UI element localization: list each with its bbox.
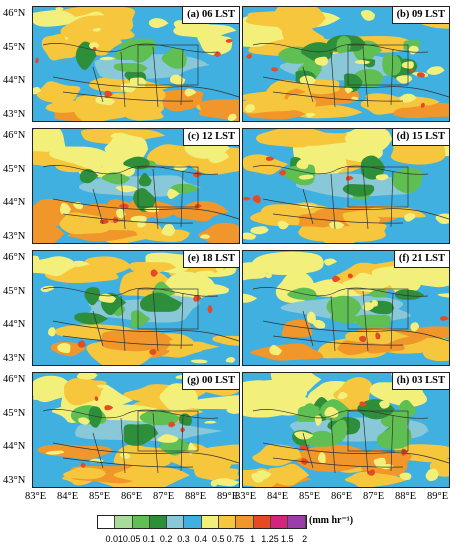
precipitation-field xyxy=(243,7,449,121)
colorbar-swatch xyxy=(270,516,289,528)
colorbar-swatch xyxy=(236,516,254,528)
lat-tick-label: 45°N xyxy=(3,407,26,419)
colorbar-swatch xyxy=(219,516,237,528)
colorbar-label: 0.2 xyxy=(159,534,173,544)
lon-tick-label: 89°E xyxy=(217,491,239,502)
panel-label: (d) 15 LST xyxy=(391,129,449,146)
lon-tick-label: 85°E xyxy=(89,491,111,502)
lat-tick-label: 44°N xyxy=(3,197,26,208)
lon-tick-label: 87°E xyxy=(153,491,175,502)
lon-tick-label: 87°E xyxy=(363,491,385,502)
lat-tick-label: 43°N xyxy=(3,352,26,364)
lat-tick-label: 45°N xyxy=(3,285,26,297)
precipitation-field xyxy=(243,251,449,365)
lat-tick-label: 43°N xyxy=(3,474,26,486)
panel-label: (h) 03 LST xyxy=(391,373,449,390)
colorbar-label: 0.05 xyxy=(122,534,141,544)
colorbar-swatch xyxy=(98,516,116,528)
precipitation-field xyxy=(243,129,449,243)
colorbar-label: 0.5 xyxy=(211,534,225,544)
colorbar-swatch xyxy=(288,516,306,528)
lon-tick-label: 88°E xyxy=(185,491,207,502)
colorbar-label: 0.75 xyxy=(226,534,245,544)
panel-label: (e) 18 LST xyxy=(182,251,239,268)
lat-tick-label: 43°N xyxy=(3,230,26,242)
lat-tick-label: 44°N xyxy=(3,319,26,330)
map-panel: (d) 15 LST xyxy=(242,128,450,244)
map-panel: (b) 09 LST xyxy=(242,6,450,122)
lon-tick-label: 84°E xyxy=(57,491,79,502)
map-panel: (g) 00 LST xyxy=(32,372,240,488)
colorbar-swatch xyxy=(184,516,202,528)
colorbar-swatch xyxy=(253,516,271,528)
colorbar-swatch xyxy=(201,516,220,528)
lon-tick-label: 84°E xyxy=(267,491,289,502)
lon-tick-label: 86°E xyxy=(121,491,143,502)
map-panel: (c) 12 LST xyxy=(32,128,240,244)
precipitation-field xyxy=(33,251,239,365)
lat-tick-label: 46°N xyxy=(3,130,26,141)
lon-tick-label: 85°E xyxy=(299,491,321,502)
lat-tick-label: 45°N xyxy=(3,41,26,53)
panel-label: (b) 09 LST xyxy=(391,7,449,24)
colorbar-label: 1.5 xyxy=(281,534,294,544)
colorbar-label: 1.25 xyxy=(261,534,279,544)
map-panel: (h) 03 LST xyxy=(242,372,450,488)
map-panel: (f) 21 LST xyxy=(242,250,450,366)
precipitation-field xyxy=(33,129,239,243)
lon-tick-label: 86°E xyxy=(331,491,353,502)
colorbar-swatch xyxy=(115,516,133,528)
map-panel: (e) 18 LST xyxy=(32,250,240,366)
panel-label: (f) 21 LST xyxy=(393,251,449,268)
lat-tick-label: 44°N xyxy=(3,75,26,86)
colorbar-label: 0.01 xyxy=(105,534,124,544)
lat-tick-label: 43°N xyxy=(3,108,26,120)
panel-label: (g) 00 LST xyxy=(182,373,239,390)
lat-tick-label: 44°N xyxy=(3,441,26,452)
colorbar-label: 0.3 xyxy=(177,534,190,544)
colorbar-label: 0.4 xyxy=(194,534,208,544)
precipitation-field xyxy=(243,373,449,487)
colorbar xyxy=(97,515,307,529)
lat-tick-label: 46°N xyxy=(3,374,26,385)
lon-tick-label: 83°E xyxy=(235,491,257,502)
lon-tick-label: 89°E xyxy=(427,491,449,502)
precipitation-field xyxy=(33,373,239,487)
colorbar-swatch xyxy=(149,516,168,528)
colorbar-label: 2 xyxy=(302,534,308,544)
colorbar-label: 1 xyxy=(250,534,256,544)
lat-tick-label: 45°N xyxy=(3,163,26,175)
lon-tick-label: 88°E xyxy=(395,491,417,502)
map-panel: (a) 06 LST xyxy=(32,6,240,122)
colorbar-label: 0.1 xyxy=(142,534,156,544)
precipitation-field xyxy=(33,7,239,121)
lat-tick-label: 46°N xyxy=(3,252,26,263)
colorbar-swatch xyxy=(167,516,185,528)
lon-tick-label: 83°E xyxy=(25,491,47,502)
lat-tick-label: 46°N xyxy=(3,8,26,19)
colorbar-swatch xyxy=(132,516,150,528)
colorbar-unit: (mm hr⁻¹) xyxy=(309,515,354,526)
panel-label: (a) 06 LST xyxy=(182,7,239,24)
panel-label: (c) 12 LST xyxy=(182,129,239,146)
